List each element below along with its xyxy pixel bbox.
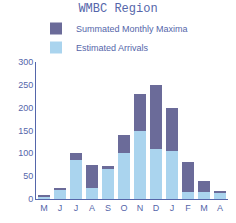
svg-text:A: A bbox=[217, 203, 223, 213]
svg-text:J: J bbox=[58, 203, 63, 213]
svg-text:N: N bbox=[137, 203, 144, 213]
svg-text:150: 150 bbox=[18, 126, 33, 136]
svg-text:250: 250 bbox=[18, 80, 33, 90]
svg-text:M: M bbox=[200, 203, 208, 213]
svg-text:D: D bbox=[153, 203, 160, 213]
svg-text:WMBC Region: WMBC Region bbox=[78, 2, 157, 16]
svg-text:Summated Monthly Maxima: Summated Monthly Maxima bbox=[76, 24, 188, 34]
svg-text:F: F bbox=[185, 203, 191, 213]
svg-text:0: 0 bbox=[28, 194, 33, 204]
svg-text:A: A bbox=[89, 203, 95, 213]
svg-text:50: 50 bbox=[23, 171, 33, 181]
svg-text:J: J bbox=[74, 203, 79, 213]
svg-text:100: 100 bbox=[18, 148, 33, 158]
svg-text:S: S bbox=[105, 203, 111, 213]
svg-text:O: O bbox=[120, 203, 127, 213]
svg-text:J: J bbox=[170, 203, 175, 213]
svg-text:300: 300 bbox=[18, 57, 33, 67]
svg-text:200: 200 bbox=[18, 103, 33, 113]
svg-text:M: M bbox=[40, 203, 48, 213]
svg-text:Estimated Arrivals: Estimated Arrivals bbox=[76, 43, 149, 53]
